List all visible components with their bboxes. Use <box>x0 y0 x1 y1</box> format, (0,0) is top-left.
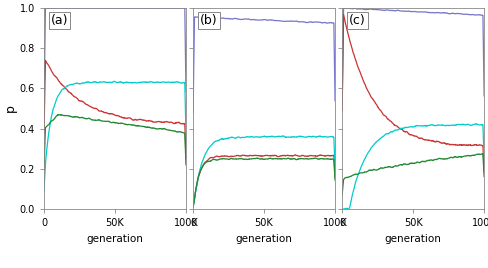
X-axis label: generation: generation <box>86 234 143 244</box>
X-axis label: generation: generation <box>384 234 441 244</box>
Text: (b): (b) <box>200 14 217 27</box>
Text: (c): (c) <box>348 14 365 27</box>
Y-axis label: p: p <box>4 105 17 113</box>
X-axis label: generation: generation <box>235 234 292 244</box>
Text: (a): (a) <box>51 14 68 27</box>
